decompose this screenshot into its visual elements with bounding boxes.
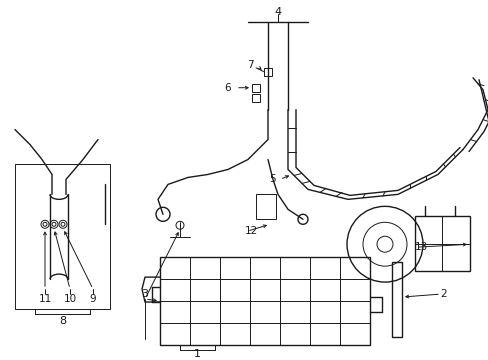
Text: 6: 6	[224, 83, 231, 93]
Bar	[160, 257, 369, 345]
Text: 10: 10	[63, 294, 77, 304]
Text: 3: 3	[141, 289, 148, 299]
Text: 5: 5	[269, 175, 276, 184]
Bar	[256, 194, 275, 219]
Text: 9: 9	[89, 294, 96, 304]
Bar	[251, 94, 260, 102]
Text: 12: 12	[244, 226, 258, 236]
Text: 4: 4	[274, 7, 281, 17]
Text: 11: 11	[38, 294, 52, 304]
Text: 2: 2	[439, 289, 446, 299]
Bar	[15, 165, 110, 309]
Bar	[391, 262, 401, 337]
Bar	[264, 68, 271, 76]
Text: 7: 7	[246, 60, 253, 70]
Text: 13: 13	[414, 242, 427, 252]
Bar	[251, 84, 260, 92]
Text: 8: 8	[59, 316, 66, 326]
Text: 1: 1	[193, 349, 200, 359]
Bar	[414, 216, 469, 271]
